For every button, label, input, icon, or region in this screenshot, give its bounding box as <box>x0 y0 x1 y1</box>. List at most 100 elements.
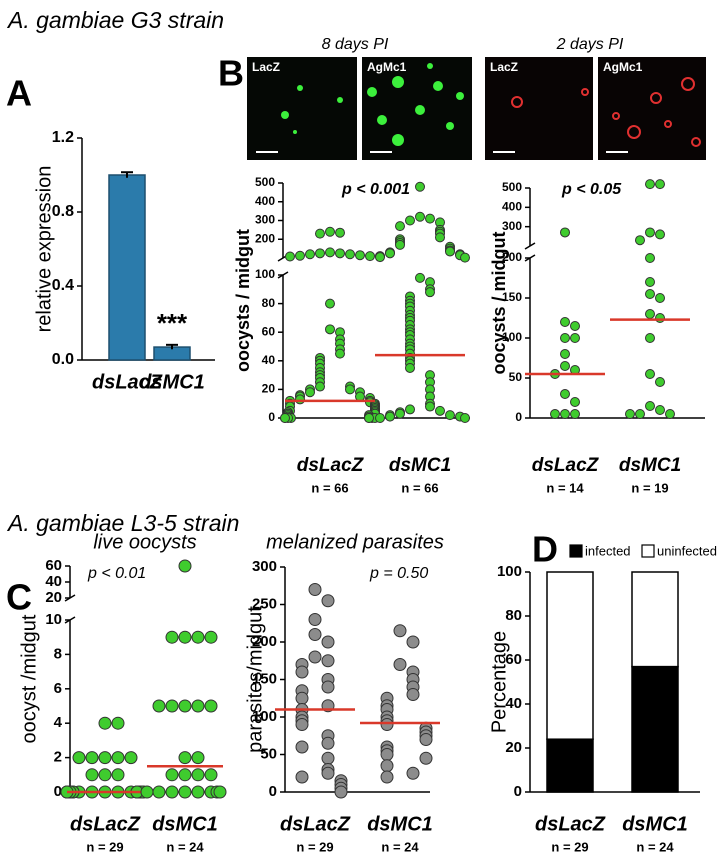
dot <box>655 293 665 303</box>
micrographs: LacZ AgMc1 LacZ AgMc1 <box>247 57 706 160</box>
image-label: LacZ <box>490 60 518 74</box>
dot <box>191 768 205 782</box>
n-label: n = 14 <box>546 480 584 495</box>
dot <box>204 768 218 782</box>
y-tick-label: 4 <box>54 714 63 731</box>
dot <box>124 751 138 765</box>
y-tick-label: 40 <box>45 573 62 590</box>
y-tick-label: 50 <box>260 745 277 762</box>
y-tick-label: 300 <box>502 219 522 233</box>
dot <box>380 748 394 761</box>
dot <box>85 751 99 765</box>
dot <box>375 413 385 423</box>
dot <box>204 699 218 713</box>
n-label: n = 24 <box>166 839 204 854</box>
dot <box>435 405 445 416</box>
y-tick-label: 300 <box>252 558 277 575</box>
dot <box>425 213 435 224</box>
dot <box>191 699 205 713</box>
dot <box>111 751 125 765</box>
axis-break <box>64 594 76 602</box>
dot <box>375 252 385 263</box>
dot <box>645 289 655 299</box>
x-tick-label: dsMC1 <box>389 455 451 476</box>
y-tick-label: 60 <box>45 557 62 574</box>
dot <box>415 272 425 283</box>
dot <box>178 751 192 765</box>
dot <box>393 624 407 638</box>
dot <box>308 650 322 664</box>
panel-title: melanized parasites <box>266 531 444 553</box>
dot <box>98 768 112 782</box>
dot <box>385 248 395 259</box>
dot <box>213 785 227 799</box>
panel-title: 2 days PI <box>556 36 624 53</box>
dot <box>111 716 125 730</box>
dot <box>325 298 335 309</box>
image-label: AgMc1 <box>603 60 643 74</box>
dot <box>645 401 655 411</box>
dot <box>315 381 325 392</box>
dot <box>560 361 570 371</box>
axis-break <box>277 271 289 279</box>
dot <box>560 227 570 238</box>
dot <box>295 394 305 405</box>
panel-title: live oocysts <box>93 531 196 553</box>
dot <box>295 691 309 705</box>
dot <box>395 221 405 232</box>
dot <box>625 409 635 419</box>
n-label: n = 29 <box>551 839 588 854</box>
bar-segment <box>631 571 679 668</box>
dot <box>405 404 415 415</box>
dot <box>665 409 675 419</box>
n-label: n = 24 <box>381 839 419 854</box>
axis-break <box>524 254 536 262</box>
dot <box>645 277 655 287</box>
y-tick-label: 20 <box>45 589 62 606</box>
dot <box>393 658 407 671</box>
n-label: n = 19 <box>631 480 668 495</box>
dot <box>435 232 445 243</box>
y-tick-label: 400 <box>255 194 275 208</box>
dot <box>419 751 433 765</box>
dot <box>178 559 192 573</box>
annotation: p < 0.01 <box>87 565 146 582</box>
dot <box>85 768 99 782</box>
axis-break <box>64 616 76 624</box>
dot <box>305 387 315 398</box>
y-tick-label: 40 <box>505 695 522 712</box>
dot <box>204 630 218 644</box>
x-tick-label: dsMC1 <box>367 813 433 835</box>
panel-letter: A <box>6 73 32 114</box>
dot <box>405 215 415 226</box>
y-tick-label: 2 <box>54 749 62 766</box>
y-tick-label: 500 <box>502 180 522 194</box>
x-tick-label: dsLacZ <box>70 813 141 835</box>
n-label: n = 29 <box>86 839 123 854</box>
bar-segment <box>546 738 594 793</box>
x-tick-label: dsMC1 <box>622 813 688 835</box>
y-tick-label: 250 <box>252 595 277 612</box>
legend-label: uninfected <box>657 543 717 558</box>
legend-label: infected <box>585 543 631 558</box>
dot <box>152 785 166 799</box>
y-tick-label: 0.4 <box>52 277 74 294</box>
y-tick-label: 80 <box>505 607 522 624</box>
dot <box>415 181 425 192</box>
dot <box>98 751 112 765</box>
dot <box>325 247 335 258</box>
y-tick-label: 50 <box>509 370 523 384</box>
dot <box>645 333 655 343</box>
y-tick-label: 100 <box>255 267 275 281</box>
dot <box>191 630 205 644</box>
x-tick-label: dsMC1 <box>139 371 205 393</box>
bar-segment <box>631 665 679 793</box>
x-tick-label: dsMC1 <box>152 813 218 835</box>
dot <box>140 785 154 799</box>
dot <box>165 699 179 713</box>
heading: A. gambiae G3 strain <box>6 7 224 33</box>
dot <box>560 409 570 419</box>
y-tick-label: 10 <box>45 611 62 628</box>
dot <box>460 252 470 263</box>
dot <box>550 409 560 419</box>
